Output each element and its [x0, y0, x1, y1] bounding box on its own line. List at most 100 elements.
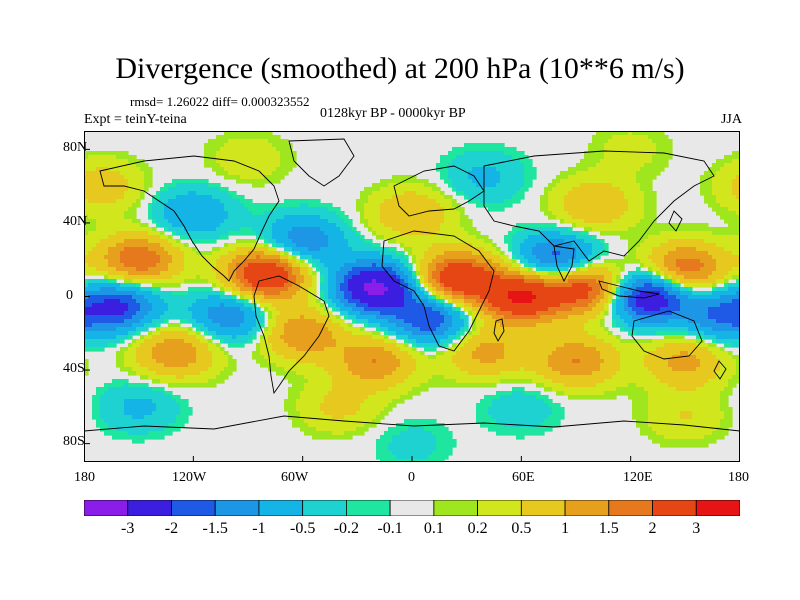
field-cell: [92, 227, 97, 232]
field-cell: [620, 167, 625, 172]
field-cell: [388, 215, 393, 220]
field-cell: [384, 219, 389, 224]
field-cell: [296, 263, 301, 268]
field-cell: [132, 239, 137, 244]
field-cell: [636, 151, 641, 156]
field-cell: [396, 203, 401, 208]
field-cell: [552, 195, 557, 200]
field-cell: [364, 215, 369, 220]
field-cell: [112, 179, 117, 184]
field-cell: [580, 279, 585, 284]
field-cell: [124, 187, 129, 192]
field-cell: [136, 295, 141, 300]
field-cell: [400, 263, 405, 268]
field-cell: [324, 247, 329, 252]
field-cell: [208, 223, 213, 228]
field-cell: [488, 167, 493, 172]
field-cell: [704, 259, 709, 264]
field-cell: [188, 187, 193, 192]
field-cell: [140, 251, 145, 256]
field-cell: [256, 163, 261, 168]
field-cell: [336, 247, 341, 252]
field-cell: [256, 231, 261, 236]
field-cell: [448, 291, 453, 296]
field-cell: [280, 215, 285, 220]
field-cell: [100, 227, 105, 232]
field-cell: [676, 263, 681, 268]
field-cell: [368, 219, 373, 224]
field-cell: [472, 171, 477, 176]
field-cell: [420, 231, 425, 236]
field-cell: [604, 231, 609, 236]
field-cell: [444, 231, 449, 236]
field-cell: [600, 279, 605, 284]
field-cell: [640, 183, 645, 188]
field-cell: [104, 271, 109, 276]
field-cell: [292, 275, 297, 280]
field-cell: [156, 271, 161, 276]
field-cell: [268, 251, 273, 256]
field-cell: [612, 143, 617, 148]
field-cell: [388, 271, 393, 276]
field-cell: [104, 211, 109, 216]
field-cell: [648, 271, 653, 276]
field-cell: [656, 163, 661, 168]
field-cell: [568, 259, 573, 264]
field-cell: [96, 239, 101, 244]
field-cell: [656, 259, 661, 264]
field-cell: [732, 219, 737, 224]
field-cell: [632, 147, 637, 152]
field-cell: [488, 155, 493, 160]
field-cell: [328, 239, 333, 244]
field-cell: [652, 163, 657, 168]
field-cell: [368, 207, 373, 212]
field-cell: [508, 175, 513, 180]
field-cell: [576, 231, 581, 236]
field-cell: [728, 231, 733, 236]
field-cell: [464, 279, 469, 284]
field-cell: [292, 251, 297, 256]
field-cell: [600, 243, 605, 248]
field-cell: [648, 295, 653, 300]
field-cell: [560, 187, 565, 192]
field-cell: [168, 223, 173, 228]
field-cell: [192, 251, 197, 256]
field-cell: [88, 223, 93, 228]
field-cell: [612, 187, 617, 192]
field-cell: [428, 239, 433, 244]
field-cell: [244, 267, 249, 272]
field-cell: [608, 263, 613, 268]
field-cell: [240, 227, 245, 232]
field-cell: [424, 195, 429, 200]
field-cell: [668, 271, 673, 276]
field-cell: [256, 271, 261, 276]
field-cell: [288, 263, 293, 268]
field-cell: [404, 255, 409, 260]
field-cell: [596, 175, 601, 180]
field-cell: [464, 195, 469, 200]
field-cell: [200, 251, 205, 256]
field-cell: [588, 275, 593, 280]
field-cell: [684, 235, 689, 240]
field-cell: [360, 283, 365, 288]
field-cell: [512, 283, 517, 288]
field-cell: [264, 239, 269, 244]
field-cell: [456, 175, 461, 180]
field-cell: [636, 259, 641, 264]
field-cell: [276, 275, 281, 280]
field-cell: [136, 231, 141, 236]
field-cell: [560, 231, 565, 236]
field-cell: [488, 151, 493, 156]
field-cell: [592, 143, 597, 148]
field-cell: [220, 195, 225, 200]
field-cell: [620, 203, 625, 208]
field-cell: [212, 187, 217, 192]
field-cell: [608, 191, 613, 196]
field-cell: [232, 199, 237, 204]
field-cell: [280, 155, 285, 160]
field-cell: [732, 171, 737, 176]
field-cell: [604, 211, 609, 216]
field-cell: [732, 231, 737, 236]
field-cell: [600, 187, 605, 192]
field-cell: [104, 295, 109, 300]
